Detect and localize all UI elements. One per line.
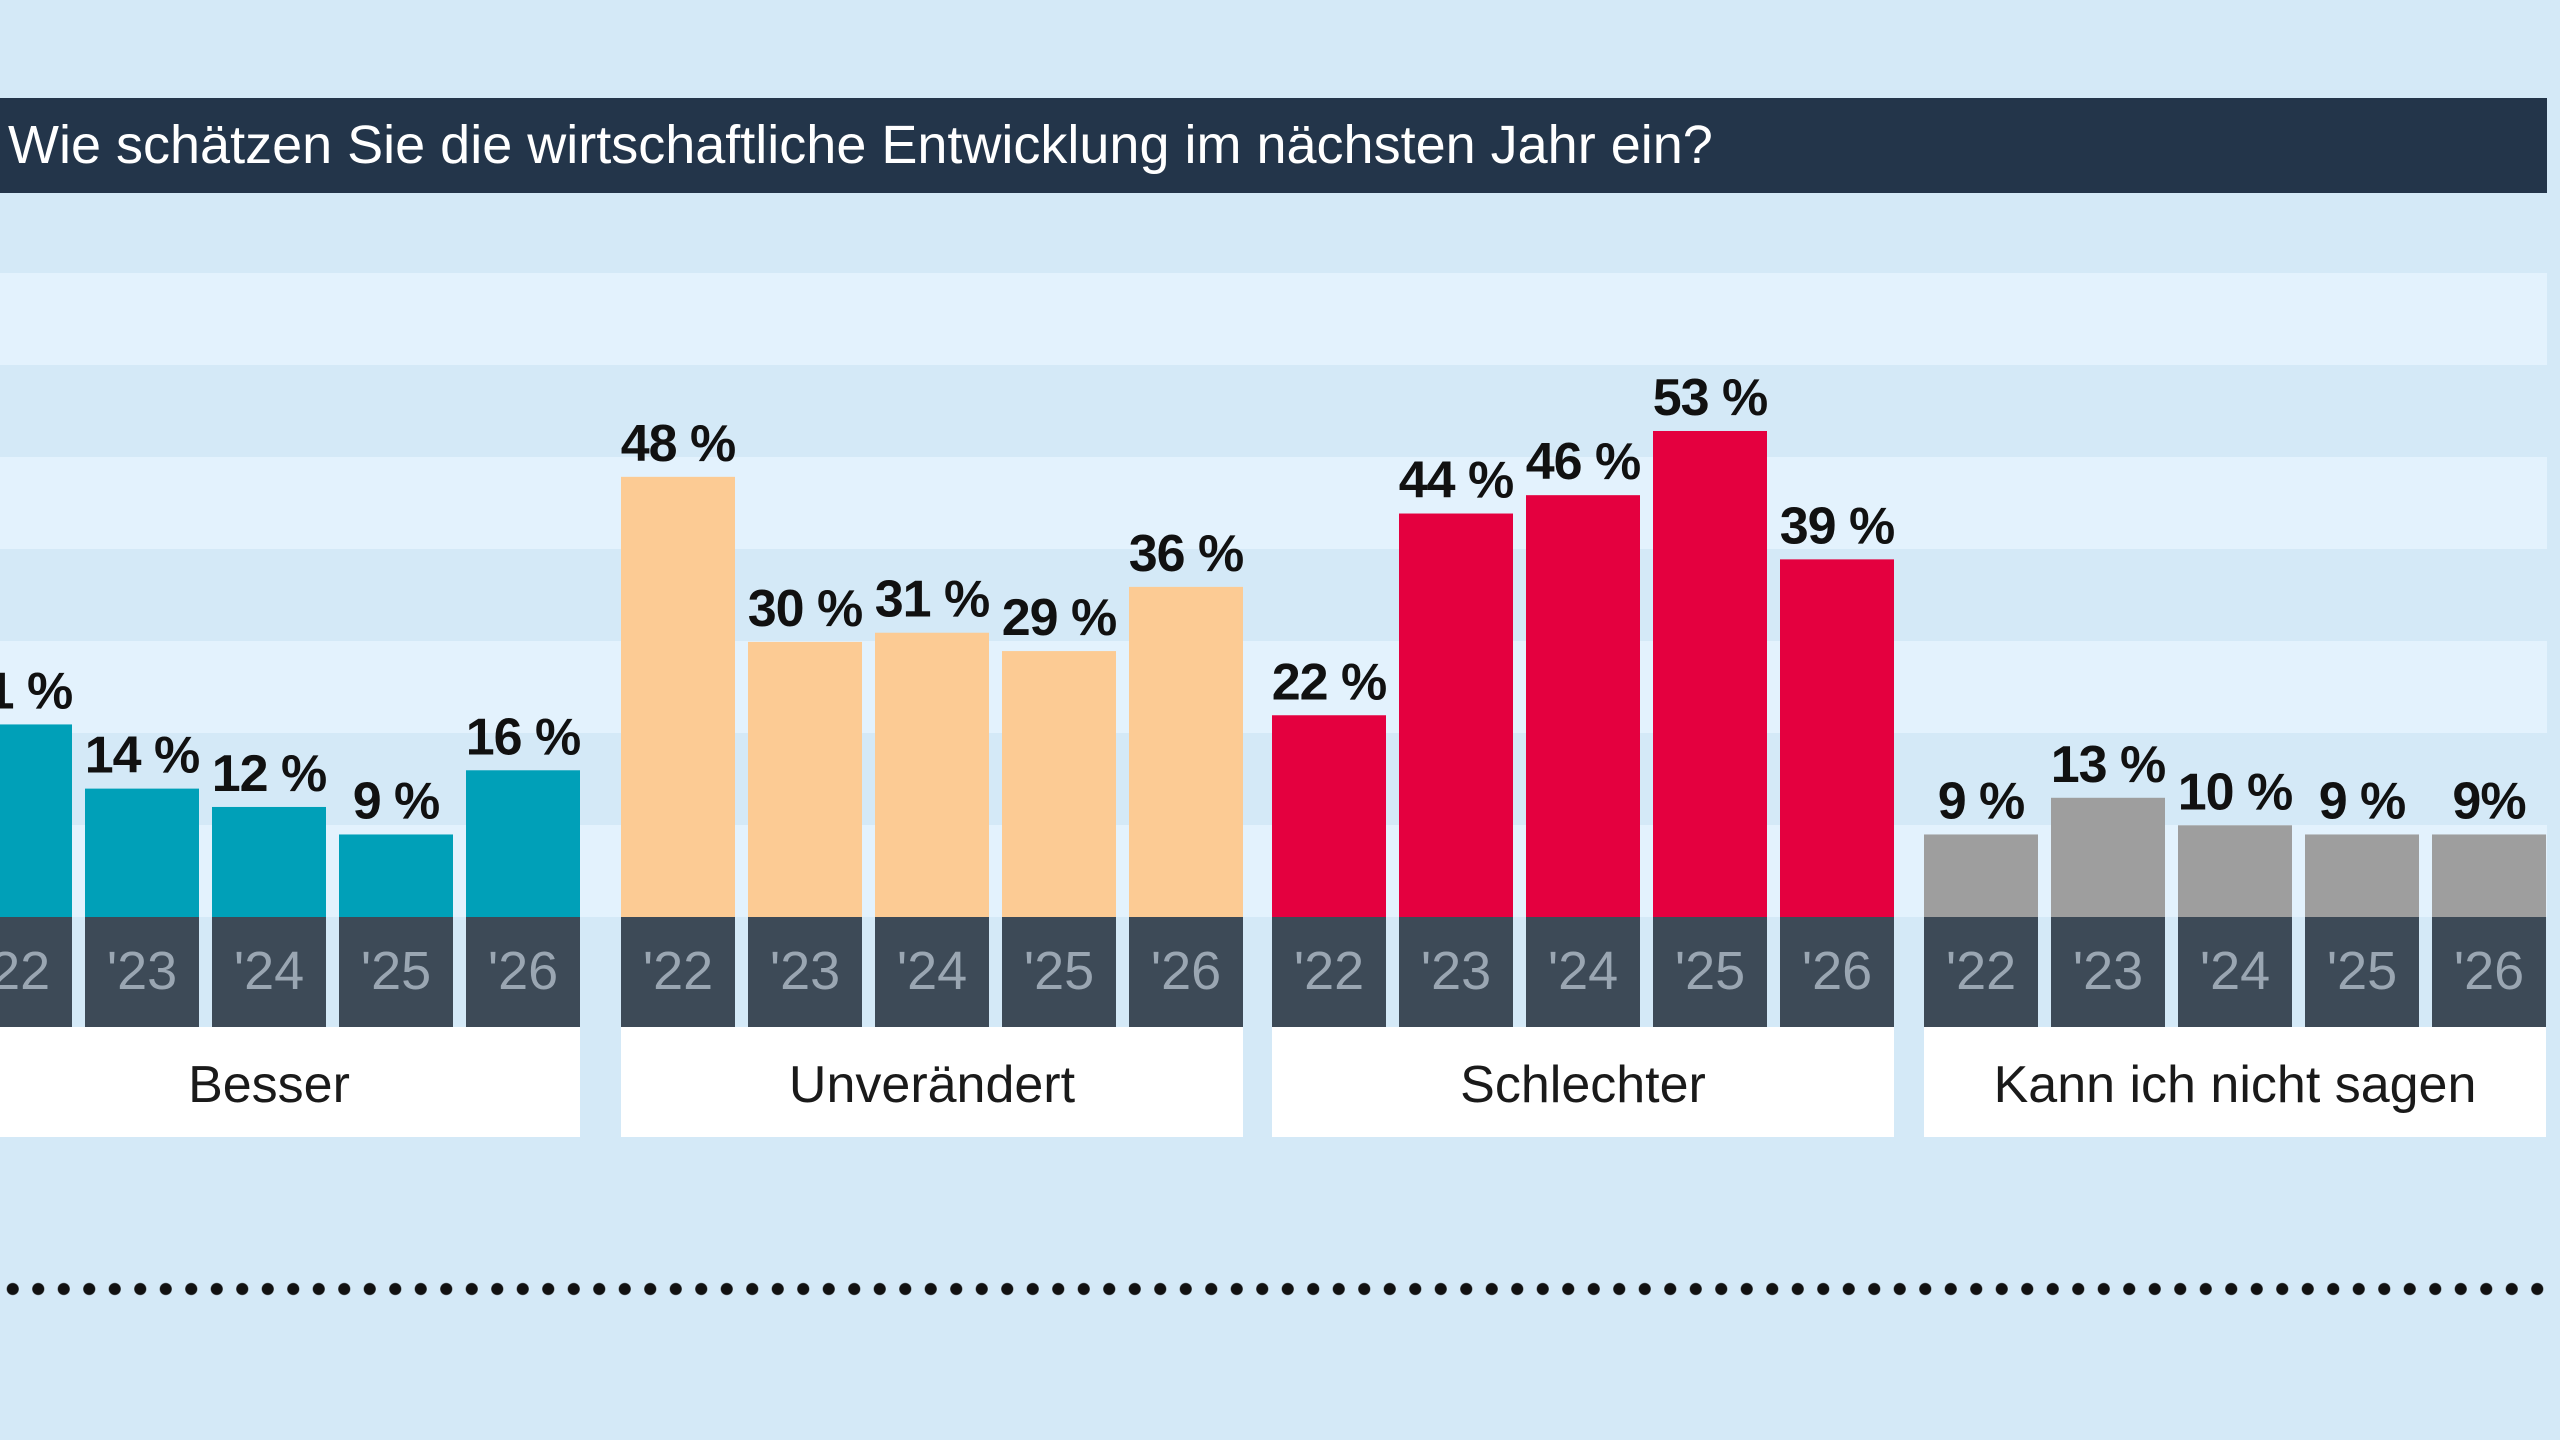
year-label: '23: [1421, 941, 1491, 1001]
year-tile: [2432, 917, 2546, 1027]
year-label: '25: [1675, 941, 1745, 1001]
bar-kann-ich-nicht-sagen-1: [2051, 797, 2165, 917]
year-label: '24: [234, 941, 304, 1001]
year-tile: [1526, 917, 1640, 1027]
year-label: '24: [897, 941, 967, 1001]
chart-title: Wie schätzen Sie die wirtschaftliche Ent…: [8, 115, 1713, 175]
year-label: '26: [1151, 941, 1221, 1001]
value-label: 13 %: [2051, 736, 2166, 794]
group-label-panel: [1272, 1027, 1894, 1137]
year-tile: [1399, 917, 1513, 1027]
bar-schlechter-2: [1526, 495, 1640, 917]
value-label: 9 %: [2319, 772, 2406, 830]
year-label: '24: [1548, 941, 1618, 1001]
group-label-panel: [621, 1027, 1243, 1137]
year-label: '22: [643, 941, 713, 1001]
value-label: 9 %: [1938, 772, 2025, 830]
dotted-separator: [0, 1282, 2547, 1296]
year-tile: [339, 917, 453, 1027]
bar-besser-4: [466, 770, 580, 917]
year-tile: [2178, 917, 2292, 1027]
value-label: 9%: [2452, 772, 2525, 830]
year-tile: [1129, 917, 1243, 1027]
value-label: 14 %: [85, 727, 200, 785]
value-label: 29 %: [1002, 589, 1117, 647]
value-label: 12 %: [212, 745, 327, 803]
value-label: 21 %: [0, 662, 72, 720]
bar-besser-1: [85, 788, 199, 917]
year-tile: [748, 917, 862, 1027]
year-tile: [1780, 917, 1894, 1027]
year-label: '26: [1802, 941, 1872, 1001]
bar-kann-ich-nicht-sagen-4: [2432, 834, 2546, 917]
value-label: 48 %: [621, 415, 736, 473]
bar-besser-2: [212, 806, 326, 917]
bar-besser-3: [339, 834, 453, 917]
grid-band-1: [0, 457, 2547, 549]
year-label: '25: [1024, 941, 1094, 1001]
year-tile: [2305, 917, 2419, 1027]
value-label: 30 %: [748, 580, 863, 638]
bar-unver-ndert-2: [875, 632, 989, 917]
year-tile: [1924, 917, 2038, 1027]
bar-kann-ich-nicht-sagen-3: [2305, 834, 2419, 917]
year-tile: [621, 917, 735, 1027]
group-label-unver-ndert: Unverändert: [789, 1056, 1076, 1114]
question-title-bar: Wie schätzen Sie die wirtschaftliche Ent…: [0, 98, 2547, 193]
year-label: '23: [770, 941, 840, 1001]
bar-kann-ich-nicht-sagen-0: [1924, 834, 2038, 917]
bar-schlechter-1: [1399, 513, 1513, 917]
year-tile: [1002, 917, 1116, 1027]
year-label: '26: [2454, 941, 2524, 1001]
year-tile: [466, 917, 580, 1027]
year-label: '22: [1946, 941, 2016, 1001]
year-label: '26: [488, 941, 558, 1001]
year-label: '23: [2073, 941, 2143, 1001]
bar-kann-ich-nicht-sagen-2: [2178, 825, 2292, 917]
value-label: 9 %: [353, 772, 440, 830]
value-label: 10 %: [2178, 763, 2293, 821]
year-tile: [212, 917, 326, 1027]
bar-unver-ndert-1: [748, 641, 862, 917]
group-label-panel: [0, 1027, 580, 1137]
year-tile: [1653, 917, 1767, 1027]
group-label-besser: Besser: [188, 1056, 350, 1114]
year-tile: [85, 917, 199, 1027]
value-label: 31 %: [875, 571, 990, 629]
group-label-kann-ich-nicht-sagen: Kann ich nicht sagen: [1994, 1056, 2477, 1114]
value-label: 22 %: [1272, 653, 1387, 711]
year-label: '22: [1294, 941, 1364, 1001]
bar-unver-ndert-4: [1129, 586, 1243, 917]
year-tile: [1272, 917, 1386, 1027]
year-tile: [875, 917, 989, 1027]
value-label: 36 %: [1129, 525, 1244, 583]
value-label: 16 %: [466, 708, 581, 766]
bar-schlechter-4: [1780, 559, 1894, 917]
value-label: 39 %: [1780, 497, 1895, 555]
value-label: 46 %: [1526, 433, 1641, 491]
year-label: '23: [107, 941, 177, 1001]
value-label: 53 %: [1653, 369, 1768, 427]
year-tile: [2051, 917, 2165, 1027]
bar-unver-ndert-0: [621, 476, 735, 917]
year-label: '24: [2200, 941, 2270, 1001]
year-label: '22: [0, 941, 50, 1001]
grid-band-0: [0, 273, 2547, 365]
bar-schlechter-3: [1653, 430, 1767, 917]
bar-schlechter-0: [1272, 715, 1386, 917]
bar-unver-ndert-3: [1002, 651, 1116, 917]
year-label: '25: [361, 941, 431, 1001]
group-label-schlechter: Schlechter: [1460, 1056, 1706, 1114]
year-tile: [0, 917, 72, 1027]
year-label: '25: [2327, 941, 2397, 1001]
bar-besser-0: [0, 724, 72, 917]
group-label-panel: [1924, 1027, 2546, 1137]
value-label: 44 %: [1399, 452, 1514, 510]
